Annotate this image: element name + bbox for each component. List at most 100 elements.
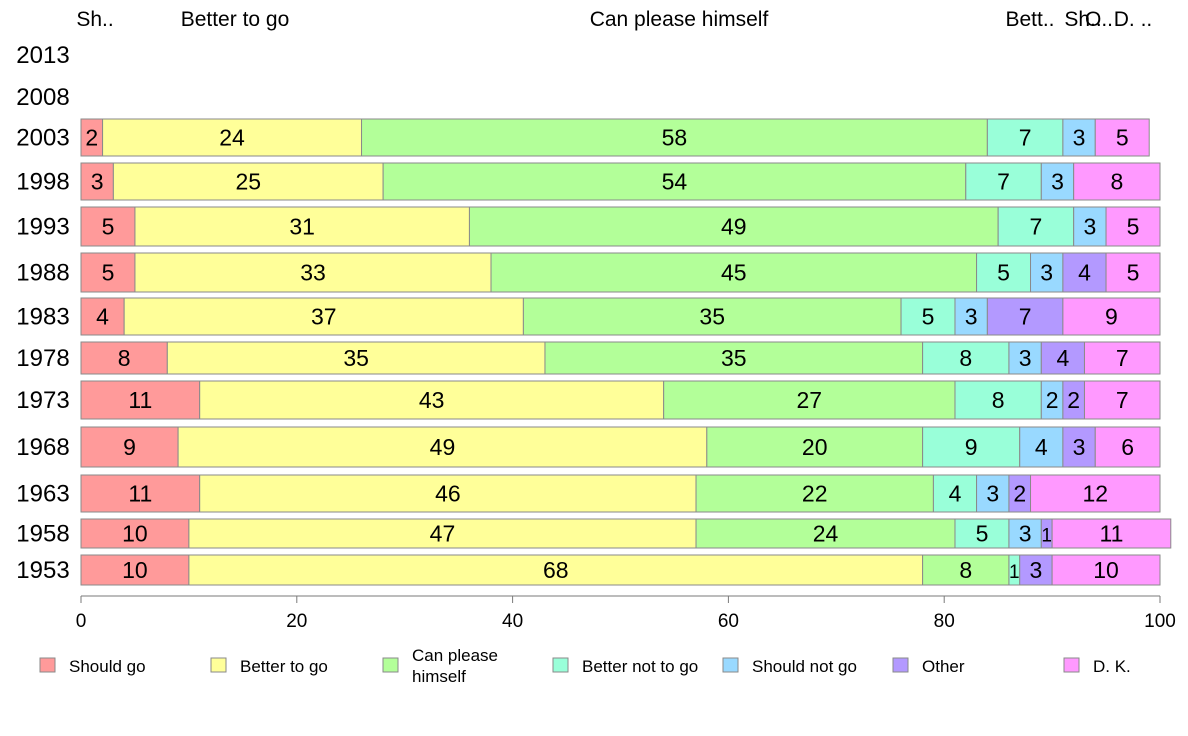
bar-value-label: 3 [1019, 521, 1032, 547]
bar-value-label: 10 [122, 521, 148, 547]
bar-value-label: 5 [102, 214, 115, 240]
bar-value-label: 3 [1073, 125, 1086, 151]
bar-value-label: 49 [430, 434, 456, 460]
bar-value-label: 9 [965, 434, 978, 460]
bar-segment [490, 252, 978, 293]
bar-segment [1094, 426, 1161, 468]
top-label: Bett.. [1005, 8, 1054, 31]
legend-label: Should go [69, 657, 146, 676]
top-label: Sh.. [76, 8, 113, 31]
bar-value-label: 3 [1019, 345, 1032, 371]
bar-value-label: 7 [1116, 387, 1129, 413]
bar-value-label: 10 [122, 557, 148, 583]
legend-label: Better to go [240, 657, 328, 676]
year-label: 1983 [16, 304, 69, 331]
bar-segment [706, 426, 924, 468]
bar-segment [80, 474, 201, 513]
legend-swatch [39, 657, 56, 673]
bar-value-label: 35 [721, 345, 747, 371]
bar-value-label: 5 [1127, 214, 1140, 240]
x-tick-label: 20 [286, 611, 307, 632]
bar-segment [1019, 426, 1064, 468]
bar-value-label: 31 [289, 214, 315, 240]
year-label: 2008 [16, 84, 69, 111]
bar-segment [976, 474, 1010, 513]
bar-value-label: 3 [1040, 260, 1053, 286]
legend-label: Should not go [752, 657, 857, 676]
bar-value-label: 2 [1046, 387, 1059, 413]
bar-segment [382, 162, 967, 201]
bar-value-label: 2 [85, 125, 98, 151]
legend-swatch [382, 657, 399, 673]
x-tick-label: 40 [502, 611, 523, 632]
bar-value-label: 6 [1121, 434, 1134, 460]
bar-value-label: 22 [802, 481, 828, 507]
top-label: O.. [1085, 8, 1113, 31]
bar-segment [80, 162, 114, 201]
bar-value-label: 5 [922, 304, 935, 330]
bar-value-label: 3 [1051, 169, 1064, 195]
bar-segment [1073, 162, 1161, 201]
legend-label: D. K. [1093, 657, 1131, 676]
legend-swatch [210, 657, 227, 673]
year-label: 2003 [16, 125, 69, 152]
bar-value-label: 7 [1030, 214, 1043, 240]
legend: Should go Better to go Can please himself Be… [39, 646, 1131, 686]
bar-value-label: 1 [1041, 526, 1052, 547]
top-label: D. .. [1114, 8, 1153, 31]
top-label: Better to go [181, 8, 290, 31]
bar-segment [102, 118, 363, 157]
bar-value-label: 5 [1127, 260, 1140, 286]
bar-value-label: 12 [1082, 481, 1108, 507]
year-label: 1973 [16, 387, 69, 414]
bar-value-label: 3 [965, 304, 978, 330]
bar-segment [932, 474, 978, 513]
bar-value-label: 25 [235, 169, 261, 195]
bar-segment [922, 341, 1010, 375]
x-tick-label: 80 [934, 611, 955, 632]
bar-value-label: 45 [721, 260, 747, 286]
bar-value-label: 5 [997, 260, 1010, 286]
year-label: 1963 [16, 481, 69, 508]
bar-segment [986, 118, 1064, 157]
legend-swatch [1063, 657, 1080, 673]
bar-segment [1040, 341, 1085, 375]
bar-value-label: 3 [1083, 214, 1096, 240]
bar-segment [1051, 554, 1161, 586]
bar-value-label: 35 [343, 345, 369, 371]
bar-value-label: 9 [1105, 304, 1118, 330]
bar-segment [199, 474, 697, 513]
bar-value-label: 9 [123, 434, 136, 460]
bar-value-label: 7 [1019, 125, 1032, 151]
x-axis: 0 20 40 60 80 100 [76, 595, 1176, 632]
bar-segment [80, 252, 136, 293]
bar-value-label: 27 [797, 387, 823, 413]
bar-value-label: 7 [1019, 304, 1032, 330]
bar-segment [80, 297, 125, 336]
bar-value-label: 8 [118, 345, 131, 371]
bar-value-label: 11 [128, 387, 152, 413]
bar-value-label: 4 [1056, 345, 1069, 371]
year-label: 1988 [16, 260, 69, 287]
legend-label: Better not to go [582, 657, 698, 676]
bar-segment [1073, 206, 1107, 247]
bar-value-label: 3 [1073, 434, 1086, 460]
bar-value-label: 2 [1013, 481, 1026, 507]
bar-value-label: 11 [128, 481, 152, 507]
bar-segment [1083, 341, 1161, 375]
legend-label: Can please himself [412, 646, 498, 686]
bar-segment [80, 380, 201, 420]
bar-segment [80, 426, 179, 468]
x-tick-label: 0 [76, 611, 87, 632]
bar-segment [199, 380, 665, 420]
bar-value-label: 43 [419, 387, 445, 413]
bar-value-label: 11 [1099, 521, 1123, 547]
bar-segment [1062, 118, 1096, 157]
bar-value-label: 10 [1093, 557, 1119, 583]
bar-value-label: 1 [1009, 562, 1020, 583]
bar-value-label: 54 [662, 169, 688, 195]
bar-segment [1051, 518, 1172, 549]
bar-value-label: 24 [219, 125, 245, 151]
top-label: Sh.. [1064, 8, 1101, 31]
bar-value-label: 3 [1030, 557, 1043, 583]
